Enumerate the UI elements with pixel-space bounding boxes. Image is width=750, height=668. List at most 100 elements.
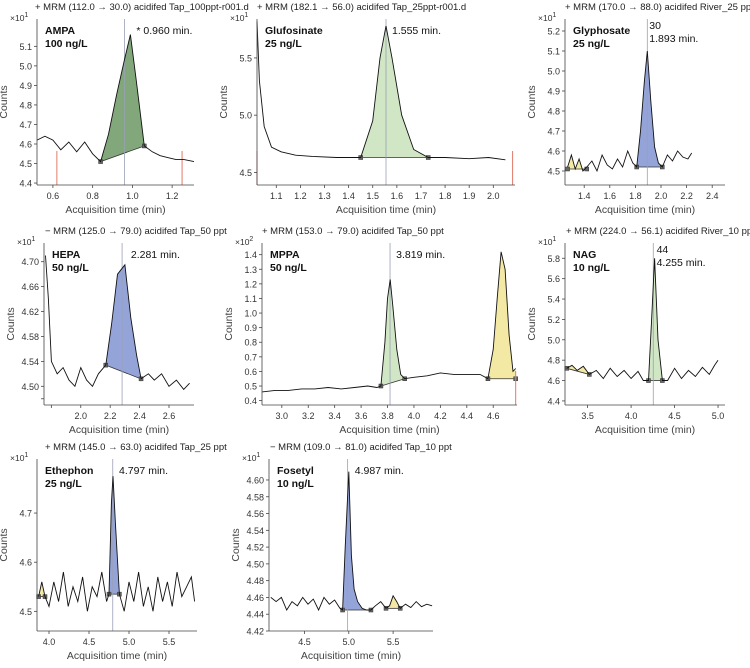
y-tick-label: 4.5 (19, 607, 32, 617)
retention-time-label: 4.255 min. (657, 257, 706, 269)
y-tick-label: 1.0 (244, 309, 257, 319)
x-axis-title: Acquisition time (min) (65, 204, 165, 216)
peak-area-fill (38, 581, 45, 597)
x-axis-title: Acquisition time (min) (339, 424, 439, 436)
x-tick-label: 4.5 (668, 411, 681, 421)
x-tick-label: 1.7 (415, 191, 428, 201)
x-tick-label: 5.0 (712, 411, 725, 421)
y-axis-title: Counts (5, 307, 17, 340)
y-tick-label: 4.9 (19, 81, 32, 91)
integration-baseline (566, 367, 590, 375)
retention-time-label: 4.797 min. (119, 465, 168, 477)
x-tick-label: 4.5 (83, 637, 96, 647)
panel-header: + MRM (182.1 → 56.0) acidifed Tap_25ppt-… (257, 2, 466, 13)
x-tick-label: 3.5 (581, 411, 594, 421)
panel-header: − MRM (109.0 → 81.0) acidifed Tap_10 ppt (270, 442, 452, 453)
peak-area-fill (360, 25, 429, 158)
panel-header: + MRM (170.0 → 88.0) acidifed River_25 p… (565, 2, 750, 13)
x-tick-label: 1.8 (439, 191, 452, 201)
y-tick-label: 0.4 (244, 396, 257, 406)
x-tick-label: 5.5 (387, 637, 400, 647)
y-tick-label: 1.3 (244, 265, 257, 275)
x-tick-label: 2.4 (706, 191, 719, 201)
y-exponent-label: ×101 (17, 236, 35, 247)
y-tick-label: 0.5 (244, 382, 257, 392)
x-tick-label: 2.4 (133, 411, 146, 421)
y-tick-label: 4.52 (246, 543, 264, 553)
y-tick-label: 1.2 (244, 279, 257, 289)
y-tick-label: 4.60 (246, 475, 264, 485)
x-tick-label: 1.9 (463, 191, 476, 201)
x-axis-title: Acquisition time (min) (301, 650, 401, 662)
y-tick-label: 5.0 (239, 111, 252, 121)
y-tick-label: 5.4 (547, 295, 560, 305)
y-axis-title: Counts (526, 307, 538, 340)
chromatogram-panel-mppa: + MRM (153.0 → 79.0) acidifed Tap_50 ppt… (223, 226, 518, 436)
y-exponent-label: ×102 (235, 236, 253, 247)
y-tick-label: 5.2 (547, 27, 560, 37)
chromatogram-trace (256, 21, 506, 161)
retention-time-label: 1.555 min. (392, 25, 441, 37)
panel-header: + MRM (112.0 → 30.0) acidifed Tap_100ppt… (35, 2, 249, 13)
y-tick-label: 1.4 (244, 250, 257, 260)
chromatogram-trace (45, 255, 190, 391)
compound-name: MPPA (270, 249, 300, 261)
integration-baseline (105, 364, 142, 380)
x-tick-label: 0.6 (47, 191, 60, 201)
chromatogram-panel-glyphosate: + MRM (170.0 → 88.0) acidifed River_25 p… (526, 2, 750, 216)
y-tick-label: 4.56 (246, 509, 264, 519)
peak-area-fill (636, 51, 663, 167)
chromatogram-trace (38, 476, 196, 612)
y-tick-label: 4.8 (19, 100, 32, 110)
y-tick-label: 4.6 (19, 139, 32, 149)
retention-time-label: 4.987 min. (355, 465, 404, 477)
y-exponent-label: ×101 (242, 452, 260, 463)
y-tick-label: 4.42 (246, 627, 264, 637)
y-axis-title: Counts (526, 85, 538, 118)
x-tick-label: 1.3 (318, 191, 331, 201)
y-axis-title: Counts (230, 528, 242, 561)
concentration-label: 10 ng/L (573, 262, 610, 274)
y-tick-label: 4.54 (21, 357, 39, 367)
y-tick-label: 4.70 (21, 257, 39, 267)
integration-baseline (380, 378, 405, 387)
y-tick-label: 0.6 (244, 367, 257, 377)
y-tick-label: 4.58 (21, 332, 39, 342)
x-tick-label: 3.6 (355, 411, 368, 421)
retention-time-label: 2.281 min. (131, 249, 180, 261)
concentration-label: 25 ng/L (265, 38, 302, 50)
y-axis-title: Counts (0, 528, 10, 561)
y-tick-label: 5.0 (19, 61, 32, 71)
concentration-label: 50 ng/L (52, 262, 89, 274)
x-tick-label: 3.2 (302, 411, 315, 421)
y-axis-title: Counts (0, 85, 10, 118)
chromatogram-trace (567, 50, 693, 173)
y-tick-label: 4.66 (21, 282, 39, 292)
y-tick-label: 4.4 (547, 396, 560, 406)
chromatogram-panel-ampa: + MRM (112.0 → 30.0) acidifed Tap_100ppt… (0, 2, 249, 216)
concentration-label: 50 ng/L (270, 262, 307, 274)
x-tick-label: 1.6 (604, 191, 617, 201)
y-tick-label: 5.6 (547, 274, 560, 284)
y-tick-label: 4.5 (19, 159, 32, 169)
peak-area-fill (100, 34, 145, 162)
compound-name: NAG (573, 249, 596, 261)
y-tick-label: 4.9 (547, 87, 560, 97)
x-tick-label: 4.5 (298, 637, 311, 647)
chromatogram-panel-hepa: − MRM (125.0 → 79.0) acidifed Tap_50 ppt… (5, 226, 227, 436)
x-tick-label: 1.8 (629, 191, 642, 201)
x-axis-title: Acquisition time (min) (336, 204, 436, 216)
y-tick-label: 4.6 (19, 558, 32, 568)
y-tick-label: 5.8 (547, 254, 560, 264)
retention-time-label: 1.893 min. (649, 33, 698, 45)
x-tick-label: 4.2 (434, 411, 447, 421)
panel-header: − MRM (125.0 → 79.0) acidifed Tap_50 ppt (45, 226, 227, 237)
peak-number-label: 30 (649, 20, 661, 32)
chromatogram-panel-nag: + MRM (224.0 → 56.1) acidifed River_10 p… (526, 226, 750, 436)
x-tick-label: 5.0 (123, 637, 136, 647)
x-tick-label: 4.0 (625, 411, 638, 421)
x-tick-label: 2.0 (75, 411, 88, 421)
panel-header: + MRM (224.0 → 56.1) acidifed River_10 p… (566, 226, 750, 237)
y-tick-label: 4.6 (547, 376, 560, 386)
y-tick-label: 4.50 (21, 382, 39, 392)
